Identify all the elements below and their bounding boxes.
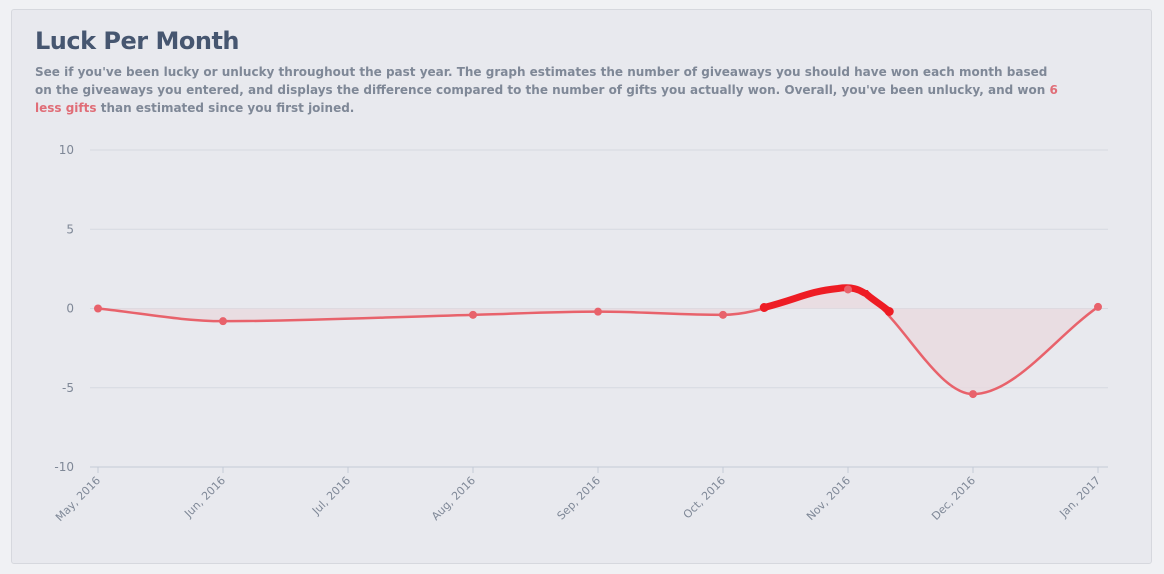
luck-line xyxy=(97,288,1099,396)
data-point xyxy=(719,310,727,319)
highlight-dot xyxy=(884,307,894,316)
negative-area-fill xyxy=(98,289,1098,395)
highlight-dot xyxy=(759,303,769,312)
y-tick-label: -10 xyxy=(54,460,74,474)
data-points xyxy=(94,285,1102,399)
x-tick-label: Sep, 2016 xyxy=(555,474,604,523)
description-text: See if you've been lucky or unlucky thro… xyxy=(35,65,1050,97)
data-point xyxy=(969,390,977,399)
data-point xyxy=(219,317,227,326)
page-title: Luck Per Month xyxy=(35,27,240,55)
chart-description: See if you've been lucky or unlucky thro… xyxy=(35,63,1065,117)
x-axis-ticks: May, 2016 Jun, 2016 Jul, 2016 Aug, 2016 Sep,… xyxy=(53,467,1103,524)
y-tick-label: 10 xyxy=(59,143,74,157)
data-point xyxy=(594,307,602,316)
data-point xyxy=(844,285,852,294)
x-tick-label: Nov, 2016 xyxy=(804,474,853,523)
y-tick-label: -5 xyxy=(62,381,74,395)
description-highlight: 6 less gifts xyxy=(35,83,1058,115)
luck-panel xyxy=(11,9,1152,564)
x-tick-label: Dec, 2016 xyxy=(929,474,978,523)
data-point xyxy=(1094,302,1102,311)
y-tick-label: 5 xyxy=(66,222,74,236)
x-tick-label: Aug, 2016 xyxy=(429,474,478,523)
y-tick-label: 0 xyxy=(66,302,74,316)
data-point xyxy=(94,304,102,313)
x-tick-label: Jul, 2016 xyxy=(309,474,353,518)
data-point xyxy=(469,310,477,319)
x-tick-label: Oct, 2016 xyxy=(681,474,728,521)
highlight-annotation xyxy=(760,284,893,315)
x-tick-label: May, 2016 xyxy=(53,474,103,524)
description-text-end: than estimated since you first joined. xyxy=(96,101,355,115)
x-tick-label: Jun, 2016 xyxy=(181,474,228,521)
x-tick-label: Jan, 2017 xyxy=(1056,474,1103,521)
y-axis-ticks: 10 5 0 -5 -10 xyxy=(54,143,74,474)
